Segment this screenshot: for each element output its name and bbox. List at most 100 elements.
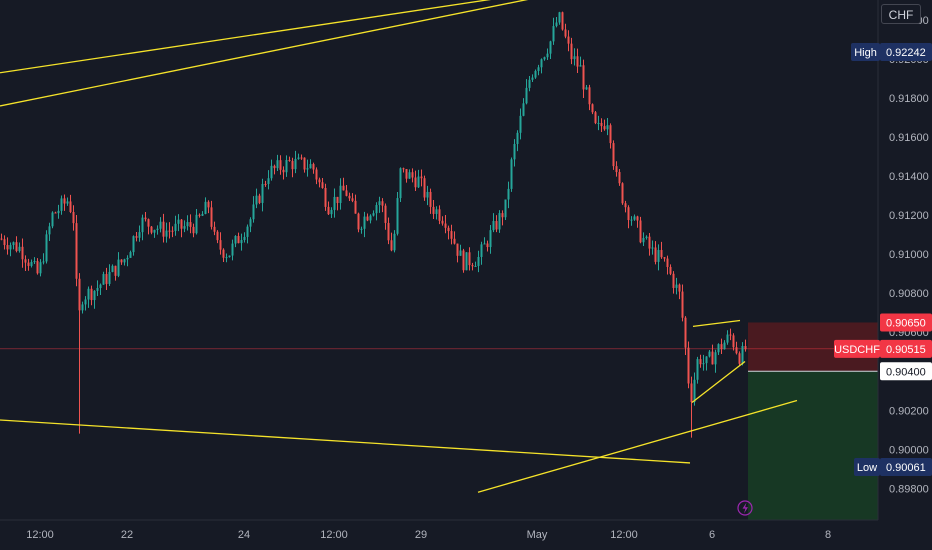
candle: [717, 343, 720, 356]
candle: [423, 175, 426, 201]
candle: [588, 84, 591, 111]
time-axis[interactable]: 12:00 22 24 12:00 29 May 12:00 6 8: [26, 529, 831, 541]
candle: [129, 250, 132, 258]
candle: [483, 237, 486, 245]
candle: [264, 180, 267, 187]
candle: [492, 213, 495, 233]
candle: [729, 328, 732, 341]
candle: [702, 354, 705, 371]
candle: [531, 74, 534, 83]
trendline-2[interactable]: [0, 0, 580, 107]
trendline-6[interactable]: [691, 360, 746, 403]
candle: [135, 231, 138, 242]
candle: [93, 290, 96, 309]
last-price-tag: USDCHF 0.90515: [834, 339, 932, 358]
candle: [513, 139, 516, 167]
candle: [288, 156, 291, 162]
candle: [294, 150, 297, 174]
candle: [594, 111, 597, 125]
candle: [615, 161, 618, 177]
candle: [624, 200, 627, 213]
lightning-icon[interactable]: [737, 500, 753, 516]
time-tick-label: 29: [415, 529, 427, 541]
price-tick-label: 0.90800: [889, 288, 929, 300]
candle: [348, 192, 351, 201]
candle: [333, 188, 336, 218]
candle: [174, 215, 177, 236]
candle: [714, 349, 717, 373]
candle: [372, 210, 375, 217]
candle: [258, 193, 261, 205]
candle: [576, 48, 579, 73]
candle: [0, 233, 3, 241]
candle: [303, 157, 306, 173]
candle: [507, 181, 510, 209]
trendline-4[interactable]: [477, 399, 798, 493]
candle: [543, 56, 546, 61]
candle: [582, 59, 585, 99]
candle: [351, 193, 354, 203]
candle: [33, 257, 36, 265]
candle: [447, 225, 450, 240]
candle: [234, 235, 237, 248]
candle: [171, 226, 174, 238]
candle: [204, 197, 207, 215]
trendline-1[interactable]: [0, 0, 535, 74]
candle: [552, 17, 555, 45]
candle: [387, 217, 390, 245]
candle: [381, 198, 384, 213]
candle: [645, 235, 648, 240]
currency-button[interactable]: CHF: [881, 4, 921, 24]
candle: [138, 225, 141, 242]
candle: [354, 194, 357, 214]
candle: [534, 69, 537, 79]
candle: [519, 108, 522, 140]
candle: [198, 213, 201, 218]
candle: [480, 241, 483, 265]
candle: [498, 210, 501, 233]
candle: [75, 214, 78, 287]
candle: [510, 157, 513, 192]
candle: [603, 119, 606, 131]
candle: [81, 301, 84, 314]
candle: [585, 84, 588, 90]
candle: [405, 169, 408, 183]
candle: [102, 271, 105, 285]
candle: [324, 183, 327, 211]
trendlines[interactable]: [0, 0, 798, 493]
candle: [630, 216, 633, 226]
candle: [21, 238, 24, 268]
candle: [711, 344, 714, 365]
candle: [690, 376, 693, 438]
candle: [45, 230, 48, 264]
time-tick-label: 12:00: [26, 529, 54, 541]
price-tick-label: 0.89800: [889, 483, 929, 495]
trendline-3[interactable]: [0, 419, 691, 464]
candle: [162, 213, 165, 243]
candle: [486, 240, 489, 252]
candle: [120, 259, 123, 265]
candle: [315, 167, 318, 185]
candle: [414, 170, 417, 192]
time-tick-label: 12:00: [320, 529, 348, 541]
candle: [195, 209, 198, 235]
candle: [6, 237, 9, 255]
trendline-5[interactable]: [692, 319, 741, 328]
candle: [240, 233, 243, 251]
candle: [390, 232, 393, 252]
take-profit-zone[interactable]: [748, 371, 878, 520]
price-tick-label: 0.90000: [889, 444, 929, 456]
candle: [72, 205, 75, 231]
candle: [123, 258, 126, 266]
candle: [501, 210, 504, 226]
candle: [345, 185, 348, 197]
svg-text:High: High: [854, 47, 877, 59]
candle: [558, 11, 561, 25]
candles: [0, 11, 747, 438]
candle: [369, 214, 372, 224]
candle: [741, 342, 744, 366]
candle: [435, 206, 438, 220]
candle: [30, 259, 33, 268]
candle: [189, 214, 192, 234]
